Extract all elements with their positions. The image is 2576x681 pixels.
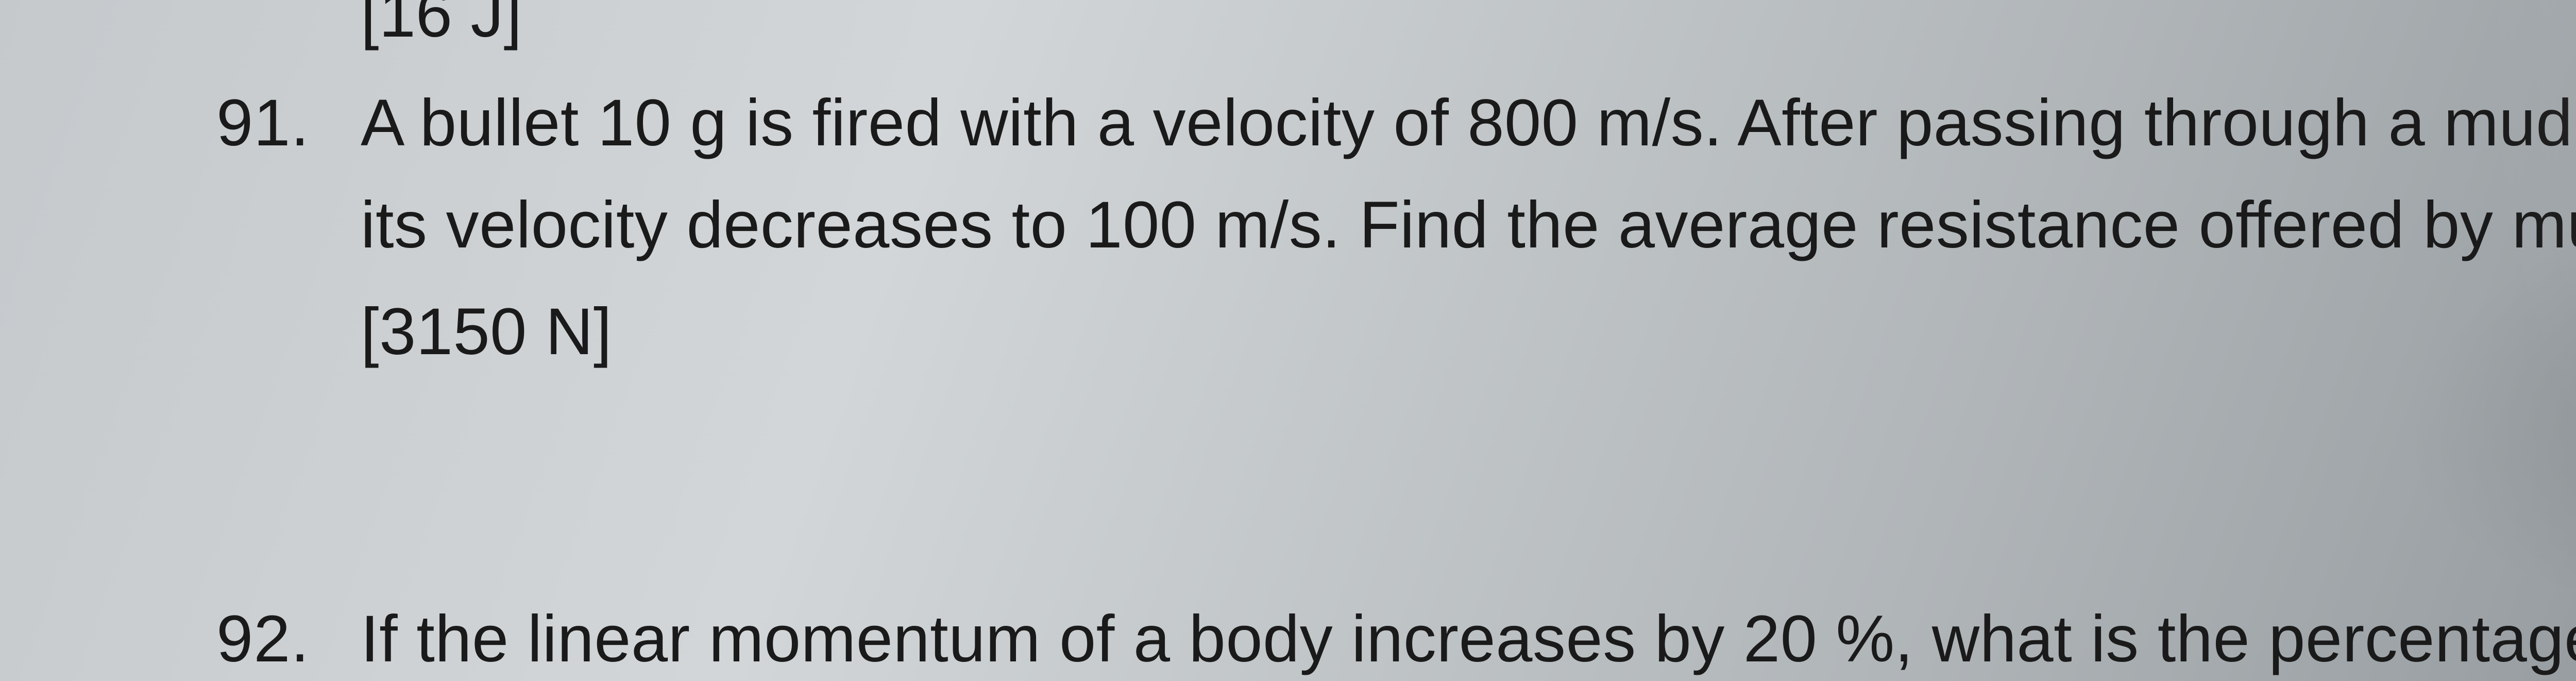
question-line: If the linear momentum of a body increas… — [361, 588, 2576, 681]
question-91: 91. A bullet 10 g is fired with a veloci… — [216, 72, 2576, 383]
question-number: 91. — [216, 72, 361, 174]
question-92: 92. If the linear momentum of a body inc… — [216, 588, 2576, 681]
question-number: 92. — [216, 588, 361, 681]
question-answer: [3150 N] — [361, 281, 2576, 383]
page: [16 J] 91. A bullet 10 g is fired with a… — [0, 0, 2576, 681]
question-body: A bullet 10 g is fired with a velocity o… — [361, 72, 2576, 383]
question-body: If the linear momentum of a body increas… — [361, 588, 2576, 681]
question-line: A bullet 10 g is fired with a velocity o… — [361, 72, 2576, 174]
spacer — [361, 277, 2576, 281]
question-line: its velocity decreases to 100 m/s. Find … — [361, 174, 2576, 276]
previous-answer: [16 J] — [361, 0, 522, 47]
spacer-top — [216, 0, 2576, 72]
